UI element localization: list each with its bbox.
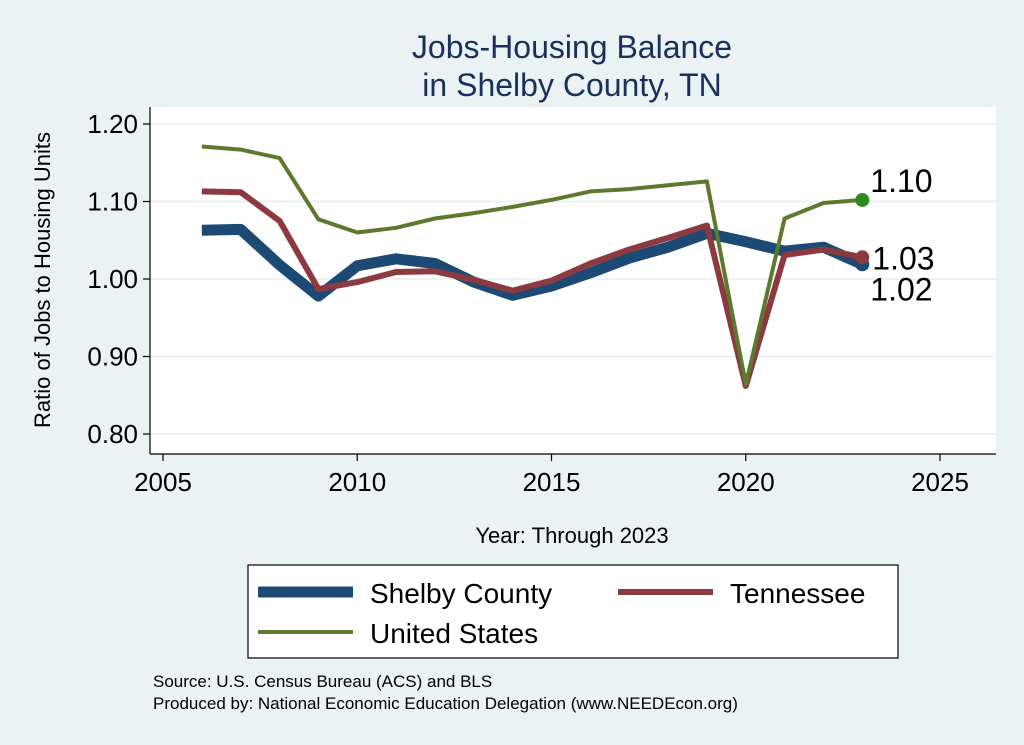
end-label-united-states: 1.10 bbox=[870, 163, 932, 199]
end-point-tennessee bbox=[855, 250, 870, 265]
x-tick-label: 2005 bbox=[134, 467, 192, 497]
x-tick-label: 2010 bbox=[328, 467, 386, 497]
y-tick-label: 1.20 bbox=[87, 109, 138, 139]
x-tick-label: 2025 bbox=[911, 467, 969, 497]
chart-title-line-1: Jobs-Housing Balance bbox=[412, 29, 732, 65]
legend-label-shelby-county: Shelby County bbox=[370, 578, 552, 609]
y-tick-label: 1.00 bbox=[87, 264, 138, 294]
legend-box bbox=[247, 564, 899, 659]
series-line-shelby-county bbox=[201, 223, 865, 302]
x-axis-label: Year: Through 2023 bbox=[475, 523, 668, 548]
legend-label-united-states: United States bbox=[370, 618, 538, 649]
end-label-tennessee: 1.03 bbox=[872, 240, 934, 276]
x-tick-label: 2015 bbox=[523, 467, 581, 497]
source-note: Source: U.S. Census Bureau (ACS) and BLS bbox=[153, 672, 492, 691]
end-point-united-states bbox=[855, 192, 870, 207]
axes: 0.80 0.90 1.00 1.10 1.20 2005 2010 2015 2020 2025 bbox=[87, 107, 996, 497]
legend-label-tennessee: Tennessee bbox=[730, 578, 865, 609]
producer-note: Produced by: National Economic Education… bbox=[153, 694, 738, 713]
chart-title-line-2: in Shelby County, TN bbox=[422, 67, 721, 103]
x-tick-label: 2020 bbox=[717, 467, 775, 497]
y-tick-label: 0.90 bbox=[87, 342, 138, 372]
end-label-shelby-county: 1.02 bbox=[870, 271, 932, 307]
y-axis-label: Ratio of Jobs to Housing Units bbox=[30, 132, 55, 428]
y-tick-label: 0.80 bbox=[87, 419, 138, 449]
end-markers: 1.021.03 1.10 bbox=[855, 163, 935, 307]
series-lines bbox=[201, 144, 865, 389]
legend: Shelby County Tennessee United States bbox=[247, 564, 899, 659]
series-line-united-states bbox=[201, 144, 863, 387]
y-tick-label: 1.10 bbox=[87, 187, 138, 217]
